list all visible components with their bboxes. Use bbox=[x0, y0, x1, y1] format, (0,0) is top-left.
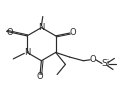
Text: N: N bbox=[24, 48, 30, 57]
Text: O: O bbox=[70, 28, 76, 37]
Text: O: O bbox=[6, 28, 13, 37]
Text: N: N bbox=[38, 23, 45, 32]
Text: O: O bbox=[37, 72, 43, 81]
Text: O: O bbox=[90, 55, 96, 64]
Text: Si: Si bbox=[101, 59, 110, 68]
